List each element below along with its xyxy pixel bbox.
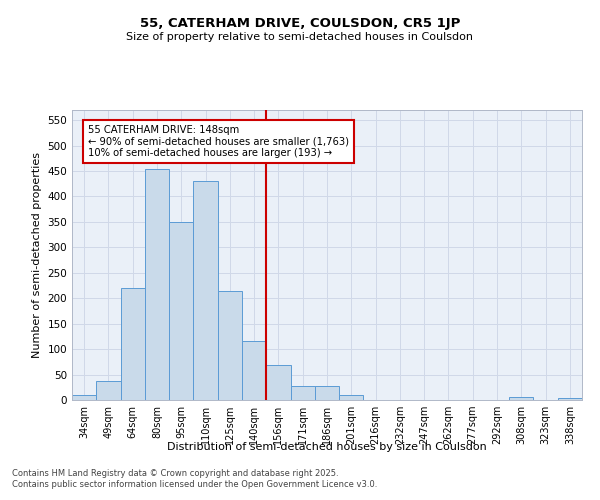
Bar: [509, 398, 533, 400]
Text: Contains HM Land Registry data © Crown copyright and database right 2025.: Contains HM Land Registry data © Crown c…: [12, 468, 338, 477]
Bar: [121, 288, 145, 400]
Text: Contains public sector information licensed under the Open Government Licence v3: Contains public sector information licen…: [12, 480, 377, 489]
Bar: [145, 168, 169, 400]
Bar: [72, 395, 96, 400]
Bar: [96, 380, 121, 400]
Text: Size of property relative to semi-detached houses in Coulsdon: Size of property relative to semi-detach…: [127, 32, 473, 42]
Bar: [218, 290, 242, 400]
Text: 55 CATERHAM DRIVE: 148sqm
← 90% of semi-detached houses are smaller (1,763)
10% : 55 CATERHAM DRIVE: 148sqm ← 90% of semi-…: [88, 126, 349, 158]
Bar: [193, 181, 218, 400]
Text: 55, CATERHAM DRIVE, COULSDON, CR5 1JP: 55, CATERHAM DRIVE, COULSDON, CR5 1JP: [140, 18, 460, 30]
Text: Distribution of semi-detached houses by size in Coulsdon: Distribution of semi-detached houses by …: [167, 442, 487, 452]
Bar: [558, 398, 582, 400]
Bar: [266, 366, 290, 400]
Bar: [242, 342, 266, 400]
Bar: [169, 222, 193, 400]
Bar: [339, 395, 364, 400]
Y-axis label: Number of semi-detached properties: Number of semi-detached properties: [32, 152, 42, 358]
Bar: [290, 386, 315, 400]
Bar: [315, 386, 339, 400]
